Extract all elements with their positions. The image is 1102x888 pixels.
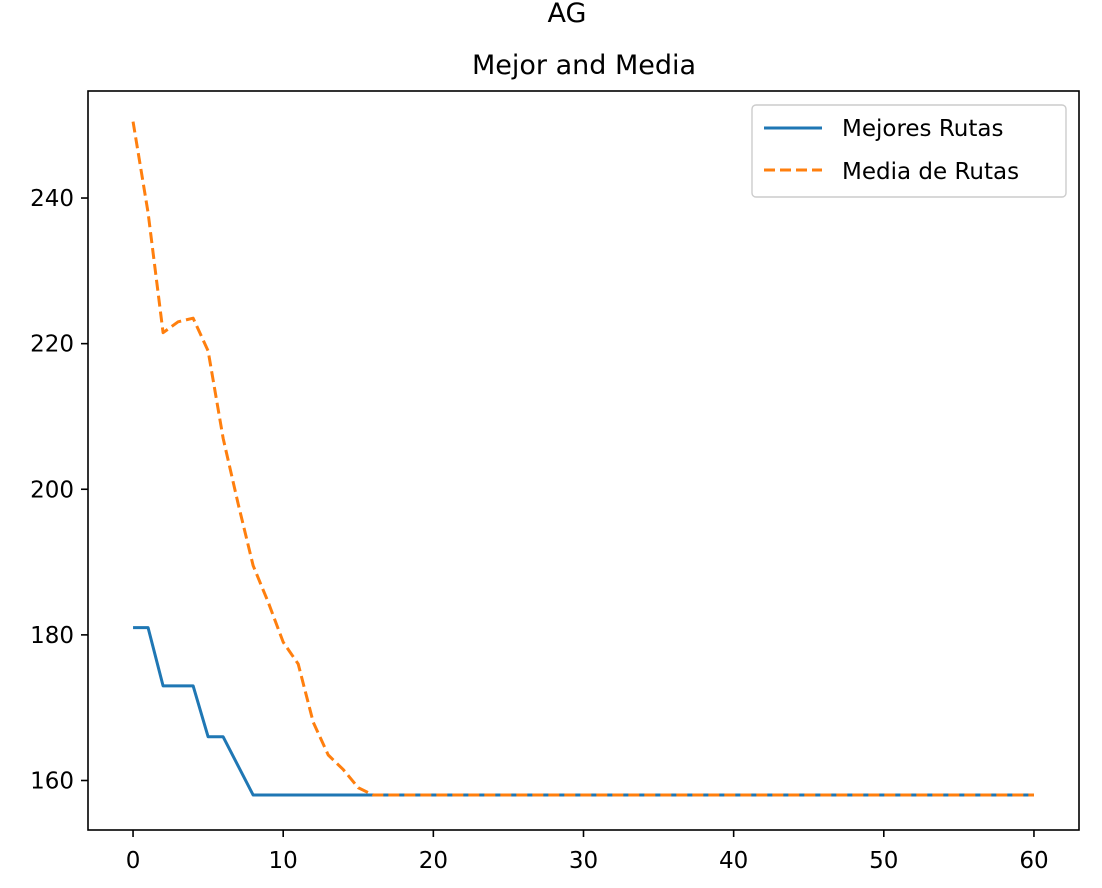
y-tick-label: 180 — [30, 623, 74, 649]
x-tick-label: 40 — [719, 848, 748, 874]
y-tick-label: 160 — [30, 768, 74, 794]
x-axis: 0 10 20 30 40 50 60 — [126, 830, 1049, 874]
legend-box — [751, 104, 1067, 198]
x-tick-label: 60 — [1019, 848, 1048, 874]
legend-label-media-de-rutas: Media de Rutas — [842, 159, 1019, 185]
legend-label-mejores-rutas: Mejores Rutas — [842, 116, 1003, 142]
series-line-media-de-rutas — [131, 121, 1034, 797]
plot-area — [131, 121, 1034, 797]
x-tick-label: 10 — [269, 848, 298, 874]
x-tick-label: 0 — [126, 848, 141, 874]
chart-suptitle: AG — [548, 0, 587, 29]
y-tick-label: 220 — [30, 332, 74, 358]
series-line-mejores-rutas — [133, 626, 1034, 797]
y-axis: 160 180 200 220 240 — [30, 186, 88, 794]
chart-title: Mejor and Media — [472, 50, 696, 81]
y-tick-label: 200 — [30, 477, 74, 503]
x-tick-label: 20 — [419, 848, 448, 874]
x-tick-label: 30 — [569, 848, 598, 874]
x-tick-label: 50 — [869, 848, 898, 874]
legend: Mejores Rutas Media de Rutas — [751, 104, 1067, 198]
axes-frame — [87, 90, 1080, 831]
y-tick-label: 240 — [30, 186, 74, 212]
